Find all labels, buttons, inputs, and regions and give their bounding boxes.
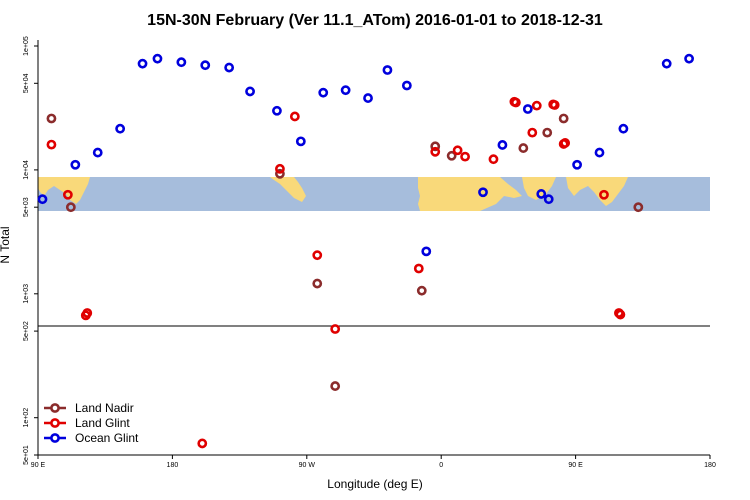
ocean-glint-point (245, 86, 255, 97)
x-tick-label: 180 (167, 462, 179, 469)
ocean-glint-point (497, 140, 508, 150)
ocean-glint-point (200, 60, 211, 71)
x-tick-label: 90 W (299, 462, 316, 469)
y-tick-label: 1e+02 (23, 408, 30, 428)
land-nadir-point (275, 168, 285, 179)
land-glint-point (275, 163, 285, 174)
legend-label-land-nadir: Land Nadir (75, 401, 134, 415)
land-india-right (566, 177, 628, 206)
y-tick-label: 1e+03 (23, 284, 30, 304)
x-tick-label: 0 (439, 462, 443, 469)
land-nadir-point (542, 127, 553, 138)
x-axis-label: Longitude (deg E) (327, 477, 422, 491)
ocean-glint-point (618, 123, 629, 134)
land-glint-point (531, 100, 542, 111)
ocean-glint-point (572, 159, 582, 170)
y-tick-label: 1e+05 (23, 36, 30, 56)
ocean-glint-point (272, 105, 282, 116)
ocean-glint-point (37, 194, 48, 205)
land-masses (38, 177, 628, 211)
y-tick-label: 5e+04 (23, 73, 30, 93)
ocean-glint-point (478, 187, 488, 198)
ocean-glint-point (536, 189, 547, 199)
ocean-glint-point (594, 147, 605, 158)
land-africa-arabia (418, 177, 522, 211)
land-nadir-point (330, 381, 341, 391)
ocean-glint-point (421, 246, 432, 257)
land-nadir-point (518, 143, 529, 153)
land-glint-point (289, 111, 300, 122)
land-glint-point (527, 127, 538, 138)
land-glint-point (488, 154, 499, 165)
land-nadir-point (65, 202, 76, 213)
ocean-glint-point (137, 58, 148, 69)
land-glint-point (430, 146, 441, 157)
land-india-seasia (38, 177, 90, 204)
land-glint-point (62, 189, 73, 200)
y-axis-label: N Total (0, 226, 12, 263)
y-axis-ticks: 5e+01 1e+02 5e+02 1e+03 5e+03 1e+04 5e+04 1e+05 (23, 36, 38, 465)
chart-title: 15N-30N February (Ver 11.1_ATom) 2016-01… (147, 12, 603, 29)
land-nadir-point (446, 150, 457, 161)
ocean-glint-point (152, 53, 163, 64)
ocean-glint-point (318, 87, 329, 98)
land-glint-point (599, 189, 609, 200)
world-map-background (38, 177, 710, 211)
legend-marker-land-glint (50, 418, 60, 428)
y-tick-label: 5e+01 (23, 445, 30, 465)
ocean-glint-point (363, 93, 373, 103)
land-glint-point (330, 324, 341, 334)
ocean-glint-point (70, 159, 81, 170)
x-tick-label: 90 E (31, 462, 46, 469)
ocean-glint-point (340, 85, 351, 96)
y-tick-label: 5e+03 (23, 197, 30, 217)
ocean-glint-point (522, 104, 533, 114)
land-nadir-point (46, 113, 57, 124)
plot-frame (37, 40, 710, 456)
land-glint-point (46, 139, 57, 150)
legend-label-land-glint: Land Glint (75, 416, 130, 430)
ocean-glint-point (543, 194, 554, 205)
legend-marker-land-nadir (50, 403, 60, 413)
ocean-glint-point (382, 65, 393, 75)
data-points (37, 53, 694, 449)
land-mexico (270, 177, 306, 202)
ocean-glint-point (176, 57, 187, 68)
land-glint-point (452, 145, 463, 156)
land-glint-point (413, 263, 424, 274)
land-nadir-point (558, 113, 569, 124)
legend-label-ocean-glint: Ocean Glint (75, 431, 139, 445)
land-glint-point (510, 97, 521, 108)
ocean-glint-point (224, 62, 235, 73)
land-nadir-point (633, 202, 644, 213)
ocean-glint-point (684, 53, 694, 64)
land-arabia-east (522, 177, 556, 200)
land-nadir-point (312, 278, 323, 289)
land-glint-point (460, 151, 470, 162)
ocean-glint-point (401, 80, 412, 91)
legend-marker-ocean-glint (50, 433, 60, 443)
land-glint-point (197, 438, 208, 449)
x-tick-label: 90 E (568, 462, 583, 469)
land-glint-point (82, 308, 93, 318)
land-glint-point (549, 100, 560, 110)
y-tick-label: 1e+04 (23, 160, 30, 180)
land-glint-point (312, 250, 323, 261)
ocean-glint-point (661, 58, 672, 69)
ocean-glint-point (295, 136, 306, 147)
land-nadir-point (430, 141, 441, 152)
land-nadir-point (416, 285, 427, 296)
land-glint-point (560, 138, 571, 148)
ocean-glint-point (115, 123, 126, 134)
land-glint-point (615, 309, 626, 320)
x-axis-ticks: 90 E 180 90 W 0 90 E 180 (31, 455, 716, 469)
x-tick-label: 180 (704, 462, 716, 469)
y-tick-label: 5e+02 (23, 321, 30, 341)
ocean-glint-point (92, 147, 103, 158)
